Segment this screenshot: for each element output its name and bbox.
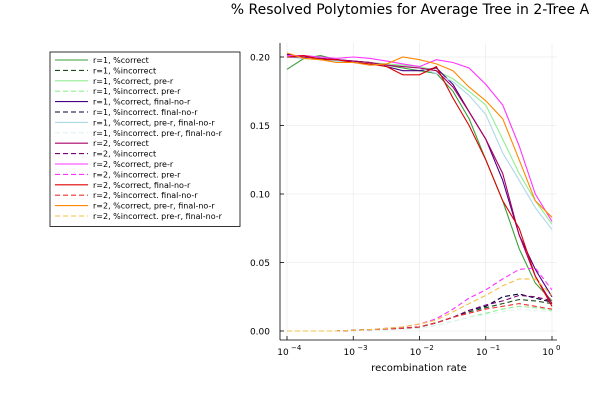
series-line-12 <box>286 55 553 307</box>
legend-label-3: r=1, %incorrect. pre-r <box>93 87 181 96</box>
legend-label-0: r=1, %correct <box>93 56 149 65</box>
x-tick-exponent-1: −3 <box>357 344 367 352</box>
x-axis-label: recombination rate <box>371 363 467 374</box>
x-tick-exponent-3: −1 <box>490 344 500 352</box>
y-axis-ticks: 0.00 0.05 0.10 0.15 0.20 <box>250 54 284 338</box>
x-tick-exponent-4: 0 <box>556 344 560 352</box>
x-tick-label-3: 10 <box>476 348 488 358</box>
y-tick-label-4: 0.20 <box>250 54 270 64</box>
legend-label-15: r=2, %incorrect. pre-r, final-no-r <box>93 212 223 221</box>
x-axis-ticks: 10 −4 10 −3 10 −2 10 −1 10 0 <box>277 336 560 358</box>
legend-label-2: r=1, %correct, pre-r <box>93 77 174 86</box>
y-tick-label-0: 0.00 <box>250 328 270 338</box>
series-line-10 <box>287 55 553 222</box>
legend-label-11: r=2, %incorrect. pre-r <box>93 170 181 179</box>
legend-label-10: r=2, %correct, pre-r <box>93 160 174 169</box>
legend-label-4: r=1, %correct, final-no-r <box>93 98 191 107</box>
legend-label-14: r=2, %correct, pre-r, final-no-r <box>93 202 215 211</box>
y-tick-label-1: 0.05 <box>250 259 270 269</box>
series-lines <box>286 52 553 332</box>
legend-label-12: r=2, %correct, final-no-r <box>93 181 191 190</box>
x-tick-label-4: 10 <box>542 348 554 358</box>
legend-label-6: r=1, %correct, pre-r, final-no-r <box>93 118 215 127</box>
x-tick-label-1: 10 <box>344 348 356 358</box>
legend-label-13: r=2, %incorrect. final-no-r <box>93 191 198 200</box>
series-line-15 <box>287 278 553 332</box>
x-tick-exponent-2: −2 <box>424 344 434 352</box>
x-tick-exponent-0: −4 <box>291 344 302 352</box>
grid <box>280 43 557 340</box>
x-tick-label-0: 10 <box>277 348 289 358</box>
series-line-14 <box>286 52 553 218</box>
x-tick-label-2: 10 <box>410 348 422 358</box>
y-tick-label-3: 0.15 <box>250 122 270 132</box>
chart-title: % Resolved Polytomies for Average Tree i… <box>231 2 590 18</box>
legend-label-1: r=1, %incorrect <box>93 66 156 75</box>
legend-label-8: r=2, %correct <box>93 139 149 148</box>
legend-label-7: r=1, %incorrect. pre-r, final-no-r <box>93 129 223 138</box>
y-tick-label-2: 0.10 <box>250 191 270 201</box>
axes <box>279 43 557 341</box>
legend-label-9: r=2, %incorrect <box>93 150 156 159</box>
legend-label-5: r=1, %incorrect. final-no-r <box>93 108 198 117</box>
